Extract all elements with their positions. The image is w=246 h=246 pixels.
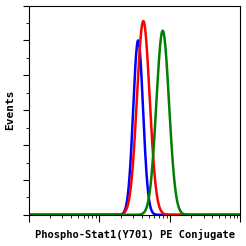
Y-axis label: Events: Events [6,90,15,130]
X-axis label: Phospho-Stat1(Y701) PE Conjugate: Phospho-Stat1(Y701) PE Conjugate [35,230,235,240]
